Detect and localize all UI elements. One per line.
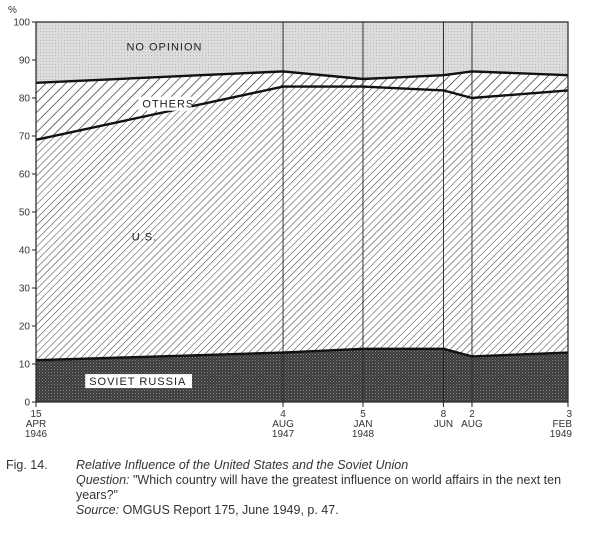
series-label-others: OTHERS xyxy=(142,99,194,111)
source-lead: Source: xyxy=(76,503,120,517)
x-tick-label: 8 xyxy=(441,409,447,420)
y-tick-label: 70 xyxy=(19,132,31,143)
y-tick-label: 0 xyxy=(24,398,30,409)
y-tick-label: 10 xyxy=(19,360,31,371)
line-top-of-soviet-russia xyxy=(35,347,569,362)
x-tick-label: 1949 xyxy=(550,429,573,440)
x-tick-label: APR xyxy=(26,419,47,430)
x-tick-label: 5 xyxy=(360,409,366,420)
figure-caption: Fig. 14. Relative Influence of the Unite… xyxy=(6,458,596,518)
x-tick-label: 15 xyxy=(30,409,42,420)
x-tick-label: AUG xyxy=(461,419,483,430)
y-tick-label: 40 xyxy=(19,246,31,257)
y-tick-label: 100 xyxy=(13,18,30,29)
vertical-gridlines xyxy=(282,22,473,402)
y-unit-label: % xyxy=(8,5,17,16)
area-no-opinion xyxy=(36,22,568,83)
line-top-of-u-s xyxy=(35,85,569,141)
x-tick-label: 4 xyxy=(280,409,286,420)
area-others xyxy=(36,71,568,140)
x-tick-label: 1946 xyxy=(25,429,48,440)
series-label-soviet-russia: SOVIET RUSSIA xyxy=(89,376,186,388)
series-boundaries xyxy=(35,70,569,362)
figure-number: Fig. 14. xyxy=(6,458,48,472)
x-axis: 15APR19464AUG19475JAN19488JUN2AUG3FEB194… xyxy=(25,402,573,440)
stacked-areas xyxy=(36,22,568,402)
line-top-of-others xyxy=(35,70,569,84)
y-tick-label: 20 xyxy=(19,322,31,333)
x-tick-label: 3 xyxy=(566,409,572,420)
series-label-no-opinion: NO OPINION xyxy=(126,42,202,54)
y-tick-label: 50 xyxy=(19,208,31,219)
figure-title: Relative Influence of the United States … xyxy=(76,458,409,472)
question-lead: Question: xyxy=(76,473,130,487)
source-line: Source: OMGUS Report 175, June 1949, p. … xyxy=(76,503,596,518)
series-labels: SOVIET RUSSIA U.S. OTHERS NO OPINION xyxy=(85,42,202,389)
y-tick-label: 30 xyxy=(19,284,31,295)
question-text: "Which country will have the greatest in… xyxy=(76,473,562,502)
x-tick-label: AUG xyxy=(272,419,294,430)
series-label-u-s: U.S. xyxy=(132,232,157,244)
area-u-s xyxy=(36,86,568,361)
y-axis: 0 10 20 30 40 50 60 70 80 90 100 xyxy=(13,18,36,409)
label-bg-soviet-russia xyxy=(85,374,192,389)
x-tick-label: FEB xyxy=(553,419,573,430)
area-soviet-russia xyxy=(36,348,568,402)
y-tick-label: 80 xyxy=(19,94,31,105)
x-tick-label: JAN xyxy=(354,419,373,430)
source-text: OMGUS Report 175, June 1949, p. 47. xyxy=(119,503,339,517)
y-tick-label: 90 xyxy=(19,56,31,67)
question-line: Question: "Which country will have the g… xyxy=(76,473,596,503)
label-bg-others xyxy=(138,96,192,111)
x-tick-label: 2 xyxy=(469,409,475,420)
x-tick-label: JUN xyxy=(434,419,453,430)
x-tick-label: 1948 xyxy=(352,429,375,440)
y-tick-label: 60 xyxy=(19,170,31,181)
x-tick-label: 1947 xyxy=(272,429,295,440)
